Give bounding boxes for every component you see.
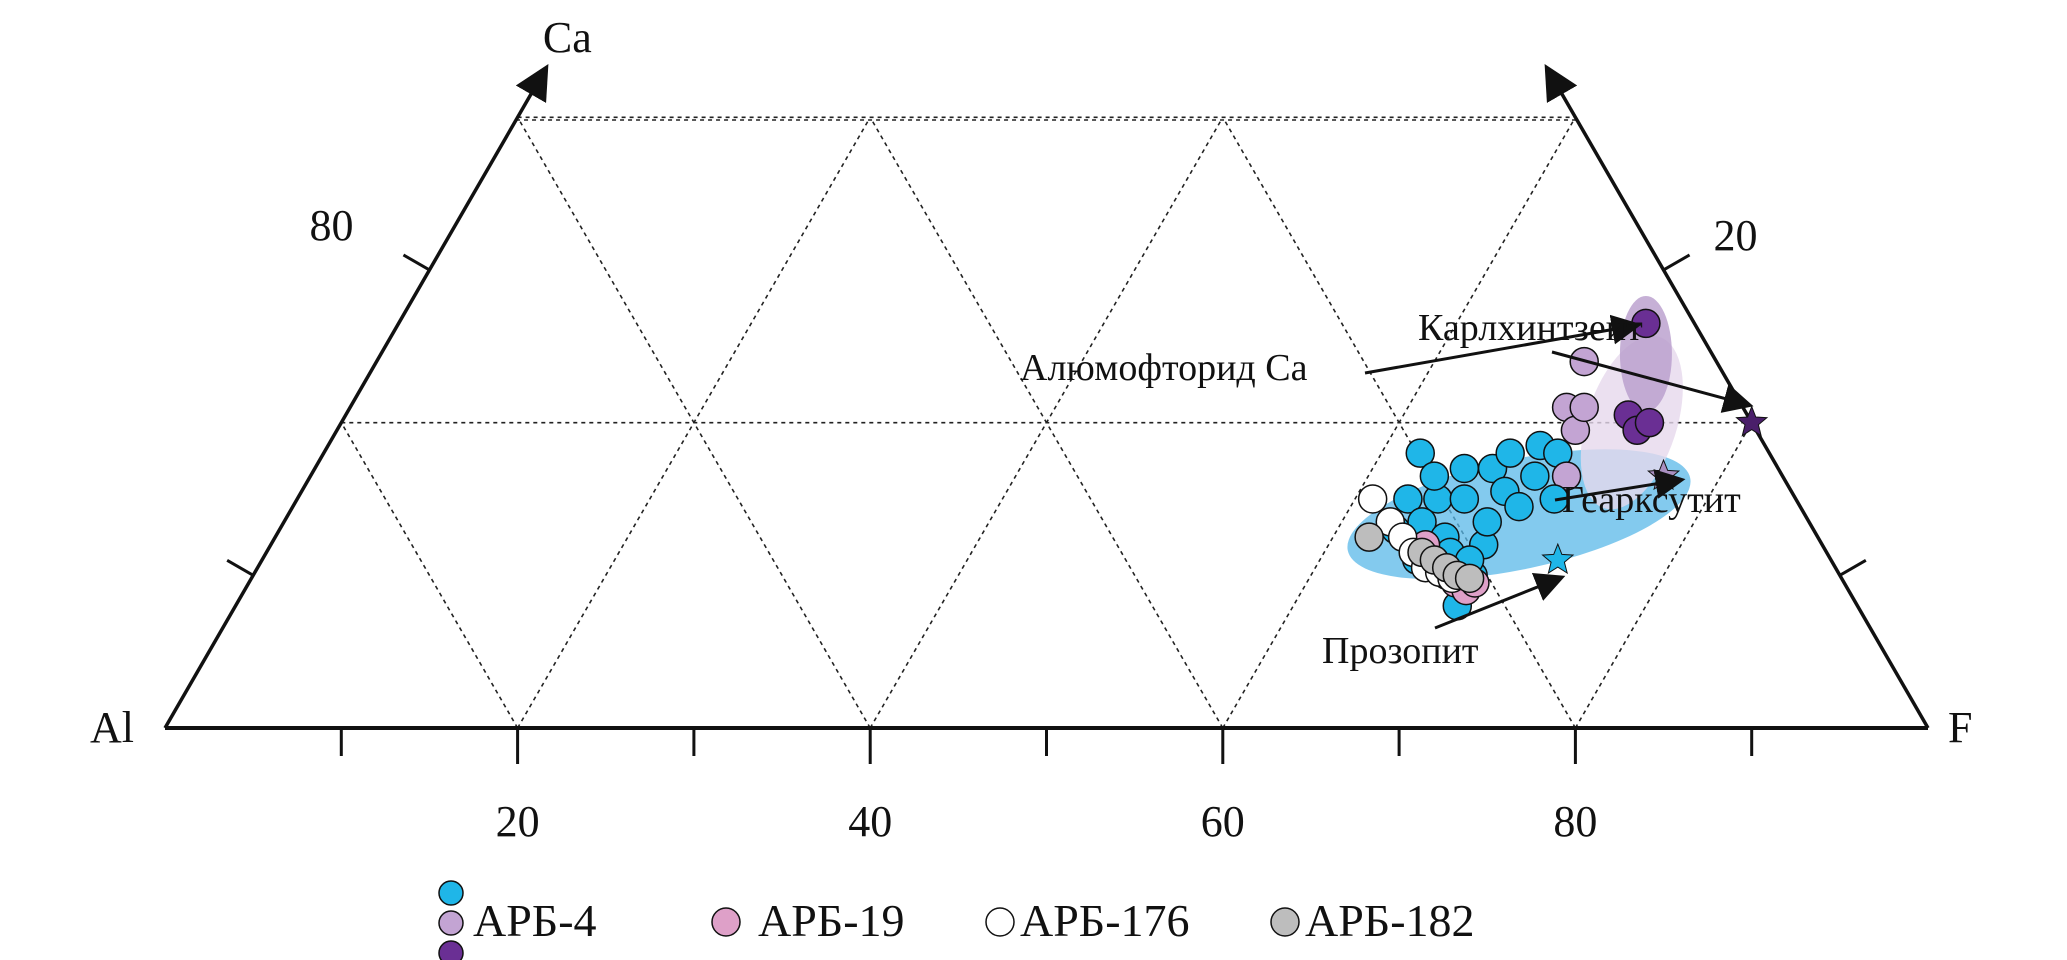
grid-diag-l-1 — [518, 119, 871, 729]
right-tick-label: 20 — [1714, 211, 1758, 260]
point-arb-4 — [1495, 438, 1525, 468]
point-arb-4 — [1569, 392, 1599, 423]
point-arb-4 — [1449, 453, 1480, 484]
legend-marker-arb-4-blue — [438, 880, 464, 906]
left-tick-0 — [226, 559, 254, 577]
star-karlhintzeite — [1735, 405, 1769, 437]
point-arb-4 — [1634, 407, 1665, 438]
annotation-karlhintzeite-label: Карлхинтзеит — [1418, 307, 1643, 349]
right-tick-0 — [1839, 559, 1867, 577]
right-tick-1 — [1662, 253, 1691, 272]
legend-label-arb-19: АРБ-19 — [758, 895, 905, 946]
chart-grid — [340, 116, 1753, 729]
annotation-alumofluoride-label: Алюмофторид Ca — [1020, 347, 1308, 389]
point-arb-182 — [1354, 522, 1384, 552]
legend-label-arb-182: АРБ-182 — [1305, 895, 1475, 946]
grid-diag-r-2 — [1222, 119, 1575, 729]
left-tick-1 — [402, 253, 431, 272]
annotation-karlhintzeite-arrow — [1551, 350, 1754, 413]
annotations: Алюмофторид CaКарлхинтзеитГеарксутитПроз… — [1020, 307, 1754, 672]
axis-labels: Al F Ca 20 40 60 80 80 20 — [90, 13, 1972, 846]
point-arb-4 — [1449, 484, 1480, 514]
point-arb-4 — [1472, 507, 1502, 537]
grid-diag-l-0 — [340, 422, 519, 729]
annotation-gearksutite-arrow — [1554, 469, 1686, 502]
bottom-tick-label: 40 — [848, 797, 892, 846]
annotation-prozopit-label: Прозопит — [1322, 630, 1479, 672]
legend-label-arb-4: АРБ-4 — [473, 895, 597, 946]
grid-diag-r-3 — [1574, 422, 1753, 729]
point-arb-4 — [1419, 461, 1450, 491]
legend-marker-arb-4-purple — [438, 940, 464, 960]
grid-diag-r-1 — [869, 119, 1222, 729]
legend-marker-arb-176 — [985, 907, 1015, 937]
legend-label-arb-176: АРБ-176 — [1020, 895, 1190, 946]
vertex-label-ca: Ca — [543, 13, 592, 62]
grid-diag-l-3 — [1223, 119, 1577, 729]
vertex-label-al: Al — [90, 703, 134, 752]
point-arb-182 — [1454, 563, 1485, 594]
grid-diag-r-0 — [516, 119, 870, 729]
legend-marker-arb-19 — [711, 907, 741, 937]
axis-left-line — [163, 63, 549, 729]
star-prozopit — [1541, 542, 1575, 575]
annotation-alumofluoride-arrow — [1364, 314, 1642, 375]
point-arb-4 — [1551, 461, 1582, 491]
legend: АРБ-4 АРБ-19 АРБ-176 АРБ-182 — [438, 880, 1475, 960]
grid-diag-l-2 — [871, 119, 1224, 729]
point-arb-4 — [1520, 461, 1550, 491]
point-arb-4 — [1393, 484, 1423, 514]
data-points — [1354, 308, 1665, 621]
left-tick-label: 80 — [309, 201, 353, 250]
annotation-prozopit-arrow — [1434, 573, 1566, 630]
bottom-tick-label: 80 — [1553, 797, 1597, 846]
vertex-label-f: F — [1948, 703, 1972, 752]
point-arb-4 — [1405, 438, 1436, 468]
legend-marker-arb-182 — [1270, 907, 1300, 937]
point-arb-4 — [1504, 491, 1534, 522]
point-arb-176 — [1357, 484, 1388, 514]
bottom-tick-label: 60 — [1201, 797, 1245, 846]
bottom-tick-label: 20 — [496, 797, 540, 846]
legend-marker-arb-4-lilac — [438, 910, 464, 936]
